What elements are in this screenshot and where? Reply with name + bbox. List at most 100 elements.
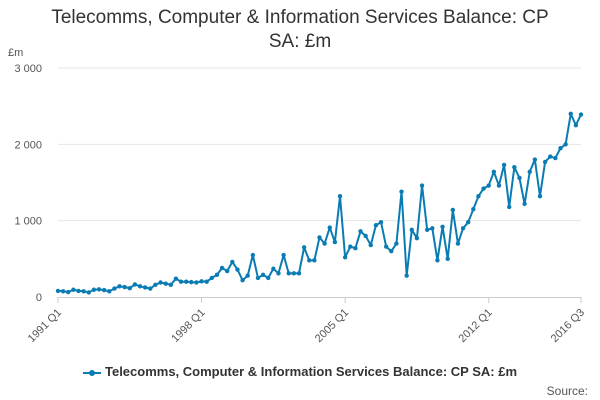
data-point[interactable] bbox=[260, 272, 266, 278]
data-point[interactable] bbox=[183, 279, 189, 284]
data-point[interactable] bbox=[55, 288, 61, 294]
data-point[interactable] bbox=[378, 219, 384, 225]
data-point[interactable] bbox=[573, 123, 579, 128]
data-point[interactable] bbox=[322, 241, 327, 246]
data-point[interactable] bbox=[368, 242, 373, 248]
data-point[interactable] bbox=[517, 175, 522, 181]
data-point[interactable] bbox=[255, 275, 261, 281]
data-point[interactable] bbox=[199, 279, 204, 284]
data-point[interactable] bbox=[307, 258, 312, 263]
data-point[interactable] bbox=[101, 287, 107, 293]
data-point[interactable] bbox=[148, 286, 153, 291]
data-point[interactable] bbox=[537, 194, 543, 199]
data-point[interactable] bbox=[481, 186, 486, 191]
data-point[interactable] bbox=[527, 169, 532, 175]
data-point[interactable] bbox=[153, 282, 158, 287]
data-point[interactable] bbox=[389, 249, 394, 254]
data-point[interactable] bbox=[466, 219, 471, 225]
data-point[interactable] bbox=[127, 286, 132, 291]
data-point[interactable] bbox=[214, 272, 220, 278]
data-point[interactable] bbox=[204, 279, 209, 284]
data-point[interactable] bbox=[373, 223, 379, 228]
data-point[interactable] bbox=[578, 112, 584, 117]
data-point[interactable] bbox=[117, 284, 122, 289]
legend[interactable]: Telecomms, Computer & Information Servic… bbox=[0, 364, 600, 379]
data-point[interactable] bbox=[522, 201, 527, 207]
data-point[interactable] bbox=[96, 287, 102, 292]
data-point[interactable] bbox=[332, 239, 338, 245]
data-point[interactable] bbox=[60, 289, 66, 294]
data-point[interactable] bbox=[137, 284, 143, 289]
data-point[interactable] bbox=[189, 279, 194, 285]
data-point[interactable] bbox=[317, 235, 322, 240]
data-point[interactable] bbox=[430, 226, 435, 231]
data-point[interactable] bbox=[86, 290, 91, 295]
data-point[interactable] bbox=[66, 289, 71, 295]
data-point[interactable] bbox=[142, 285, 148, 290]
data-point[interactable] bbox=[455, 241, 461, 246]
data-point[interactable] bbox=[399, 189, 404, 194]
data-point[interactable] bbox=[476, 194, 481, 199]
data-point[interactable] bbox=[496, 183, 502, 188]
data-point[interactable] bbox=[450, 207, 456, 213]
data-point[interactable] bbox=[501, 162, 507, 168]
data-point[interactable] bbox=[327, 225, 332, 230]
data-point[interactable] bbox=[404, 273, 409, 278]
data-point[interactable] bbox=[76, 288, 81, 294]
data-point[interactable] bbox=[209, 275, 215, 281]
data-point[interactable] bbox=[225, 268, 230, 274]
data-point[interactable] bbox=[178, 279, 184, 284]
data-point[interactable] bbox=[424, 227, 430, 233]
source-credit[interactable]: Source: bbox=[546, 384, 588, 398]
data-point[interactable] bbox=[219, 265, 225, 271]
data-point[interactable] bbox=[548, 154, 553, 159]
data-point[interactable] bbox=[291, 271, 297, 276]
data-point[interactable] bbox=[266, 275, 271, 281]
data-point[interactable] bbox=[512, 165, 517, 170]
data-point[interactable] bbox=[440, 224, 445, 229]
data-point[interactable] bbox=[230, 259, 235, 265]
data-point[interactable] bbox=[250, 252, 256, 258]
data-point[interactable] bbox=[173, 276, 179, 281]
data-point[interactable] bbox=[132, 282, 138, 287]
data-point[interactable] bbox=[81, 289, 86, 294]
data-point[interactable] bbox=[383, 244, 389, 249]
data-point[interactable] bbox=[107, 289, 112, 294]
data-point[interactable] bbox=[409, 227, 414, 233]
data-point[interactable] bbox=[445, 256, 450, 262]
data-point[interactable] bbox=[112, 286, 117, 291]
data-point[interactable] bbox=[296, 271, 302, 276]
data-point[interactable] bbox=[281, 252, 286, 258]
data-point[interactable] bbox=[507, 204, 512, 210]
data-point[interactable] bbox=[419, 183, 425, 188]
data-point[interactable] bbox=[460, 226, 466, 231]
data-point[interactable] bbox=[532, 157, 538, 162]
data-point[interactable] bbox=[553, 155, 558, 161]
data-point[interactable] bbox=[276, 271, 281, 276]
data-point[interactable] bbox=[286, 271, 291, 276]
data-point[interactable] bbox=[394, 241, 399, 246]
data-point[interactable] bbox=[542, 159, 548, 165]
data-point[interactable] bbox=[414, 236, 420, 241]
data-point[interactable] bbox=[122, 284, 127, 290]
data-point[interactable] bbox=[342, 255, 348, 260]
data-point[interactable] bbox=[235, 267, 240, 272]
data-point[interactable] bbox=[301, 245, 307, 250]
data-point[interactable] bbox=[337, 194, 343, 199]
data-point[interactable] bbox=[363, 233, 368, 239]
data-point[interactable] bbox=[558, 145, 563, 151]
data-point[interactable] bbox=[245, 273, 250, 278]
data-point[interactable] bbox=[491, 169, 497, 175]
data-point[interactable] bbox=[91, 287, 97, 292]
data-point[interactable] bbox=[563, 142, 568, 147]
data-point[interactable] bbox=[348, 244, 353, 249]
data-point[interactable] bbox=[435, 258, 440, 263]
data-point[interactable] bbox=[486, 183, 491, 188]
data-point[interactable] bbox=[353, 245, 358, 251]
data-point[interactable] bbox=[568, 111, 573, 117]
data-point[interactable] bbox=[168, 282, 173, 287]
data-point[interactable] bbox=[312, 258, 317, 263]
data-point[interactable] bbox=[358, 229, 363, 234]
data-point[interactable] bbox=[71, 287, 76, 292]
data-point[interactable] bbox=[194, 280, 199, 285]
